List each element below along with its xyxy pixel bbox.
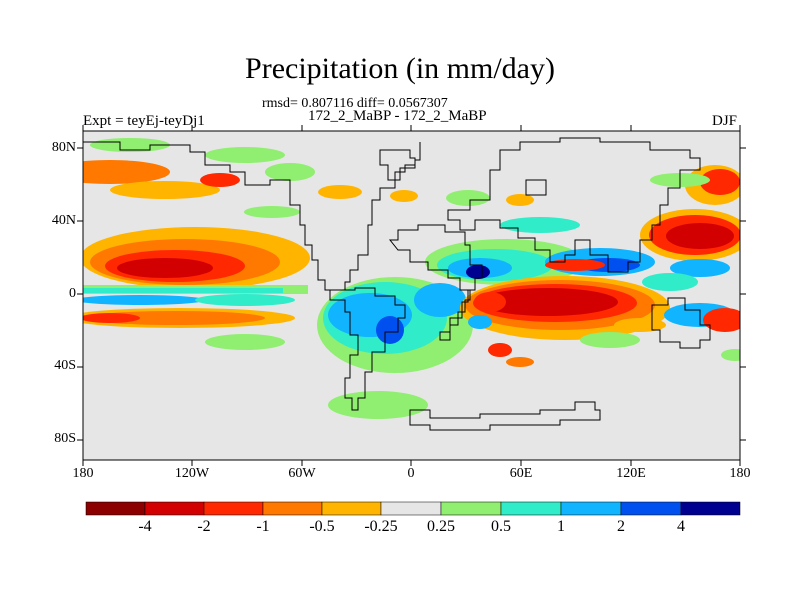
lon-label-0: 0 bbox=[407, 466, 415, 481]
coastline-antarctica bbox=[409, 401, 601, 431]
colorbar-box-1 bbox=[85, 501, 146, 516]
lat-label-40s: 40S bbox=[54, 358, 76, 373]
anomaly-patch bbox=[721, 349, 740, 361]
runs-line: 172_2_MaBP - 172_2_MaBP bbox=[308, 108, 487, 124]
anomaly-patch bbox=[468, 315, 492, 329]
anomaly-patch bbox=[83, 313, 140, 323]
anomaly-patch bbox=[117, 258, 213, 278]
anomaly-patch bbox=[700, 169, 740, 195]
anomaly-patch bbox=[244, 206, 300, 218]
lon-label-60e: 60E bbox=[509, 466, 533, 481]
anomaly-patch bbox=[474, 292, 506, 312]
colorbar-box-9 bbox=[560, 501, 622, 516]
coastlines bbox=[83, 137, 711, 431]
anomaly-patch bbox=[466, 265, 490, 279]
anomaly-patch bbox=[545, 259, 605, 271]
anomaly-patch bbox=[110, 181, 220, 199]
anomaly-patch bbox=[506, 194, 534, 206]
colorbar-label-3: -1 bbox=[256, 518, 270, 535]
colorbar-label-2: -2 bbox=[197, 518, 211, 535]
lat-label-80s: 80S bbox=[54, 431, 76, 446]
anomaly-patch bbox=[390, 190, 418, 202]
colorbar-label-4: -0.5 bbox=[309, 518, 335, 535]
coastline-greenland bbox=[379, 149, 416, 181]
anomaly-patch bbox=[414, 283, 466, 317]
coastline-caspian bbox=[525, 179, 547, 196]
lat-label-40n: 40N bbox=[51, 213, 76, 228]
anomaly-patch bbox=[205, 147, 285, 163]
experiment-label: Expt = teyEj-teyDj1 bbox=[83, 113, 205, 129]
coastline-south-america bbox=[325, 287, 406, 411]
lon-label-60w: 60W bbox=[288, 466, 316, 481]
colorbar-box-8 bbox=[500, 501, 562, 516]
coastline-north-america bbox=[83, 141, 421, 291]
anomaly-patch bbox=[478, 288, 618, 316]
anomaly-patch bbox=[666, 223, 734, 249]
anomaly-patch bbox=[200, 173, 240, 187]
colorbar-box-4 bbox=[262, 501, 323, 516]
colorbar-box-11 bbox=[680, 501, 741, 516]
colorbar-label-9: 2 bbox=[617, 518, 625, 535]
colorbar-box-5 bbox=[321, 501, 382, 516]
anomaly-patch bbox=[670, 259, 730, 277]
lon-label-120e: 120E bbox=[616, 466, 646, 481]
coastline-australia bbox=[651, 297, 711, 349]
colorbar-label-8: 1 bbox=[557, 518, 565, 535]
anomaly-patch bbox=[265, 163, 315, 181]
colorbar-label-5: -0.25 bbox=[364, 518, 398, 535]
anomaly-patch bbox=[195, 294, 295, 306]
lon-label-180w: 180 bbox=[72, 466, 94, 481]
season-label: DJF bbox=[712, 113, 738, 129]
colorbar-box-7 bbox=[440, 501, 502, 516]
anomaly-patch bbox=[580, 332, 640, 348]
coastline-africa bbox=[388, 224, 483, 341]
anomaly-patch bbox=[376, 316, 404, 344]
anomaly-patch bbox=[506, 357, 534, 367]
colorbar bbox=[85, 501, 741, 516]
anomaly-patch bbox=[500, 217, 580, 233]
anomaly-patch bbox=[318, 185, 362, 199]
anomaly-patch bbox=[446, 190, 490, 206]
anomaly-patch bbox=[83, 295, 205, 305]
lat-label-80n: 80N bbox=[51, 140, 76, 155]
axis-ticks bbox=[77, 125, 746, 466]
colorbar-box-2 bbox=[144, 501, 205, 516]
colorbar-label-7: 0.5 bbox=[491, 518, 511, 535]
colorbar-label-6: 0.25 bbox=[427, 518, 455, 535]
anomaly-patch bbox=[614, 318, 666, 332]
anomaly-patch bbox=[328, 391, 428, 419]
anomaly-patch bbox=[83, 288, 283, 293]
stats-line: rmsd= 0.807116 diff= 0.0567307 bbox=[262, 96, 448, 111]
colorbar-box-6 bbox=[380, 501, 442, 516]
anomaly-patch bbox=[703, 308, 740, 332]
anomaly-patch bbox=[642, 273, 698, 291]
coastline-eurasia bbox=[447, 137, 701, 273]
lat-label-eq: 0 bbox=[69, 286, 76, 301]
plot-title: Precipitation (in mm/day) bbox=[245, 52, 555, 85]
anomaly-patch bbox=[83, 160, 170, 184]
colorbar-box-3 bbox=[203, 501, 264, 516]
lon-label-180e: 180 bbox=[729, 466, 751, 481]
anomaly-patch bbox=[205, 334, 285, 350]
colorbar-label-10: 4 bbox=[677, 518, 685, 535]
anomaly-patch bbox=[488, 343, 512, 357]
colorbar-box-10 bbox=[620, 501, 682, 516]
lon-label-120w: 120W bbox=[174, 466, 210, 481]
colorbar-label-1: -4 bbox=[138, 518, 152, 535]
